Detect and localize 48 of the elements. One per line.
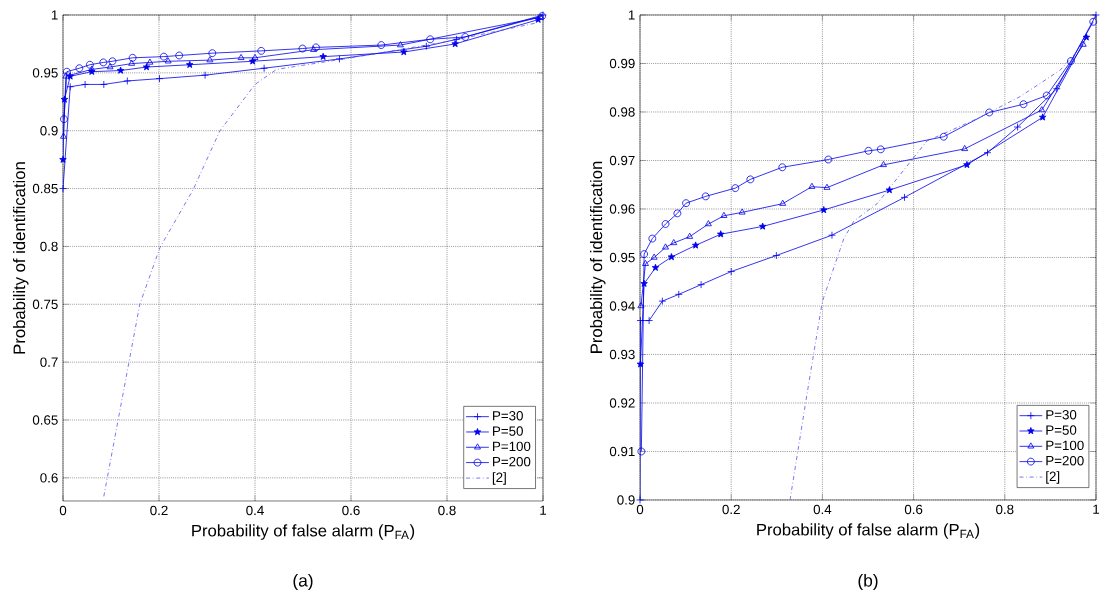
y-tick-label: 0.95 xyxy=(609,252,635,263)
y-tick-label: 0.95 xyxy=(32,68,58,78)
y-tick-label: 0.98 xyxy=(609,107,635,117)
legend-label: P=30 xyxy=(493,411,523,421)
legend-label: [2] xyxy=(1046,471,1060,484)
x-tick-label: 0.8 xyxy=(996,504,1014,515)
y-tick-label: 0.92 xyxy=(609,398,635,408)
y-tick-label: 0.97 xyxy=(609,155,635,166)
y-tick-label: 0.6 xyxy=(40,473,58,483)
x-tick-label: 0.8 xyxy=(438,505,456,516)
x-axis-title: Probability of false alarm (P$_{FA}$) xyxy=(192,524,415,540)
y-tick-label: 0.8 xyxy=(40,241,58,252)
x-tick-label: 0.4 xyxy=(813,504,832,515)
legend-label: P=200 xyxy=(1046,455,1084,466)
legend-label: P=200 xyxy=(493,456,531,467)
x-tick-label: 0.2 xyxy=(150,505,168,516)
x-tick-label: 1 xyxy=(1093,504,1100,514)
y-tick-label: 0.93 xyxy=(609,349,635,360)
legend-label: P=50 xyxy=(493,426,523,436)
legend-label: P=30 xyxy=(1046,410,1077,420)
y-tick-label: 0.99 xyxy=(609,58,635,69)
y-tick-label: 0.96 xyxy=(609,204,635,214)
legend-label: [2] xyxy=(492,472,506,485)
x-tick-label: 1 xyxy=(540,505,547,515)
text: (b) xyxy=(858,573,878,591)
y-tick-label: 0.9 xyxy=(617,495,635,505)
x-tick-label: 0 xyxy=(636,504,644,515)
y-tick-label: 0.91 xyxy=(609,446,635,457)
y-tick-label: 0.7 xyxy=(40,357,58,367)
legend-label: P=100 xyxy=(1046,440,1084,451)
y-tick-label: 0.65 xyxy=(32,415,58,425)
y-axis-title: Probability of identification xyxy=(589,161,606,353)
x-tick-label: 0 xyxy=(59,505,67,516)
legend-label: P=50 xyxy=(1046,425,1077,435)
y-tick-label: 0.75 xyxy=(32,299,58,309)
y-axis-title: Probability of identification xyxy=(12,162,29,354)
x-tick-label: 0.6 xyxy=(904,504,923,515)
y-tick-label: 1 xyxy=(51,10,58,20)
text: (a) xyxy=(293,573,313,591)
y-tick-label: 0.85 xyxy=(32,183,58,194)
y-tick-label: 0.9 xyxy=(40,125,58,136)
x-tick-label: 0.2 xyxy=(722,504,740,515)
y-tick-label: 0.94 xyxy=(609,301,635,311)
x-tick-label: 0.6 xyxy=(342,505,360,516)
x-tick-label: 0.4 xyxy=(246,505,264,516)
x-axis-title: Probability of false alarm (P$_{FA}$) xyxy=(757,523,980,539)
y-tick-label: 1 xyxy=(628,10,635,20)
legend-label: P=100 xyxy=(493,441,531,452)
